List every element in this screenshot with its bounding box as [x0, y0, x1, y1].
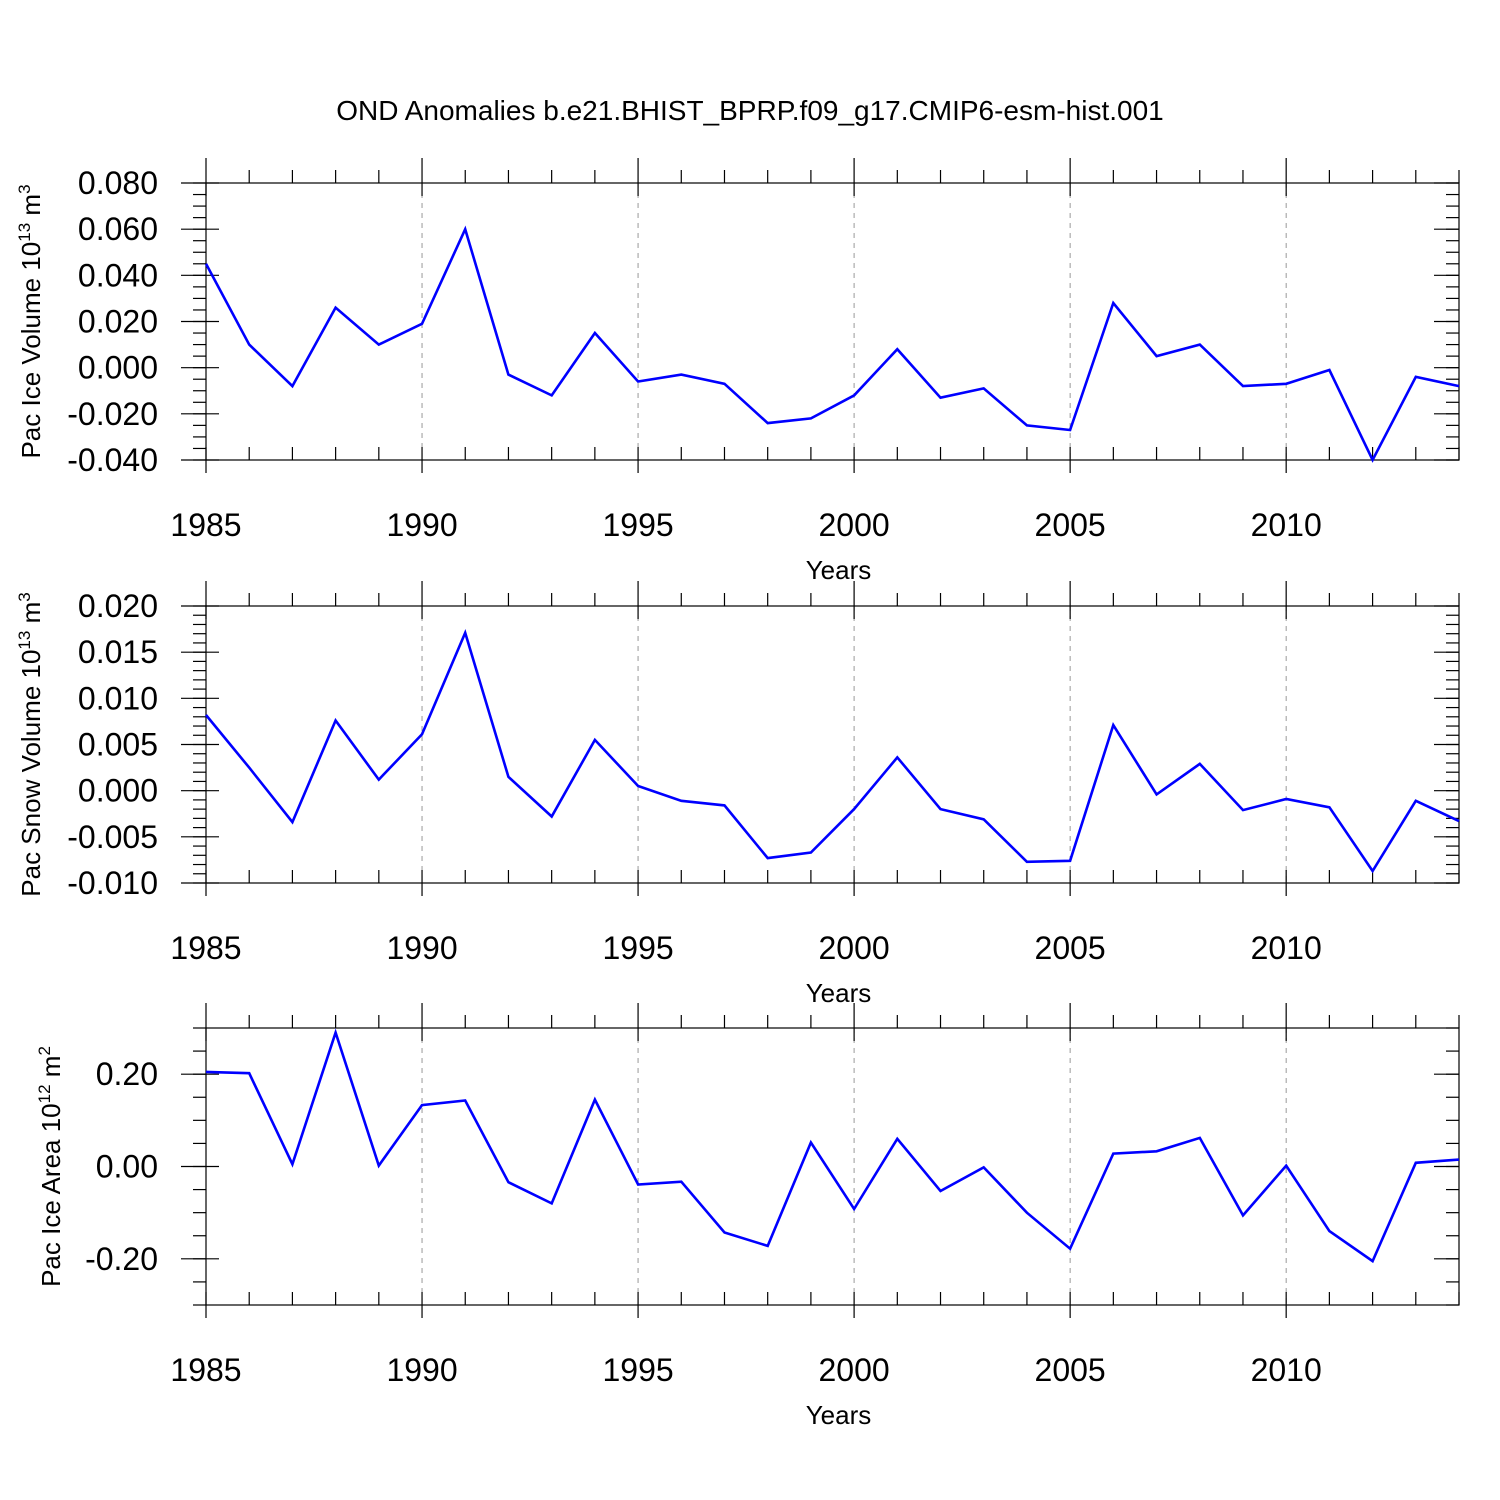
x-tick-label-1990: 1990: [386, 1352, 457, 1388]
panel-ice-area: 0.20 0.00 -0.20 1985 1990 1995 2000 2005 2010 Yea…: [35, 1003, 1460, 1430]
x-axis-label: Years: [806, 1400, 872, 1430]
y-tick-label: -0.020: [67, 396, 158, 432]
y-axis-label-text: Pac Ice Area 10: [36, 1103, 66, 1287]
y-tick-label: 0.040: [78, 257, 158, 293]
y-axis-label-unit: m: [16, 602, 46, 631]
y-axis-label-exponent: 12: [35, 1084, 54, 1103]
y-tick-label: 0.020: [78, 304, 158, 340]
x-tick-label-1995: 1995: [602, 1352, 673, 1388]
y-tick-label: 0.000: [78, 773, 158, 809]
series-line-snow-volume: [204, 628, 1460, 874]
y-axis-label-unit: m: [16, 194, 46, 223]
x-tick-label-1990: 1990: [386, 507, 457, 543]
y-tick-label: 0.000: [78, 350, 158, 386]
plot-frame: [205, 1027, 1460, 1306]
x-tick-label-1985: 1985: [170, 507, 241, 543]
y-axis-label-exponent: 13: [15, 631, 34, 650]
x-tick-label-2010: 2010: [1251, 930, 1322, 966]
x-tick-label-2000: 2000: [819, 1352, 890, 1388]
y-tick-label: 0.080: [78, 165, 158, 201]
y-tick-label: -0.005: [67, 819, 158, 855]
chart-title: OND Anomalies b.e21.BHIST_BPRP.f09_g17.C…: [336, 95, 1163, 126]
x-tick-label-2000: 2000: [819, 507, 890, 543]
x-tick-label-2005: 2005: [1035, 507, 1106, 543]
plot-frame: [205, 182, 1460, 461]
y-tick-label: 0.20: [96, 1056, 158, 1092]
x-tick-label-2005: 2005: [1035, 930, 1106, 966]
y-axis-label-exponent: 13: [15, 223, 34, 242]
y-tick-label: 0.005: [78, 727, 158, 763]
x-tick-label-1985: 1985: [170, 1352, 241, 1388]
panel-snow-volume: 0.020 0.015 0.010 0.005 0.000 -0.005 -0.010 198…: [15, 581, 1460, 1008]
y-axis-label-text: Pac Ice Volume 10: [16, 242, 46, 459]
x-tick-label-2010: 2010: [1251, 507, 1322, 543]
x-axis-label: Years: [806, 978, 872, 1008]
plot-frame: [205, 605, 1460, 884]
x-tick-label-1995: 1995: [602, 930, 673, 966]
y-tick-label: 0.060: [78, 211, 158, 247]
y-axis-label-unit-exponent: 3: [15, 592, 34, 601]
y-axis-label: Pac Snow Volume 1013 m3: [15, 592, 46, 896]
y-tick-label: 0.020: [78, 588, 158, 624]
panels: 0.080 0.060 0.040 0.020 0.000 -0.020 -0.040 198…: [15, 158, 1460, 1430]
y-axis-label-unit-exponent: 3: [15, 184, 34, 193]
x-tick-label-2005: 2005: [1035, 1352, 1106, 1388]
x-tick-label-1995: 1995: [602, 507, 673, 543]
x-tick-label-1990: 1990: [386, 930, 457, 966]
x-tick-label-2010: 2010: [1251, 1352, 1322, 1388]
y-tick-label: 0.010: [78, 680, 158, 716]
y-axis-label: Pac Ice Area 1012 m2: [35, 1046, 66, 1287]
y-tick-label: -0.010: [67, 865, 158, 901]
y-axis-label-unit-exponent: 2: [35, 1046, 54, 1055]
panel-ice-volume: 0.080 0.060 0.040 0.020 0.000 -0.020 -0.040 198…: [15, 158, 1460, 585]
x-tick-label-2000: 2000: [819, 930, 890, 966]
x-tick-label-1985: 1985: [170, 930, 241, 966]
y-tick-label: 0.00: [96, 1149, 158, 1185]
y-tick-label: -0.20: [85, 1241, 158, 1277]
x-axis-label: Years: [806, 555, 872, 585]
y-axis-label-text: Pac Snow Volume 10: [16, 650, 46, 897]
series-line-ice-area: [205, 1028, 1460, 1264]
series-line-ice-volume: [204, 225, 1460, 463]
y-tick-label: -0.040: [67, 442, 158, 478]
y-tick-label: 0.015: [78, 634, 158, 670]
y-axis-label-unit: m: [36, 1056, 66, 1085]
y-axis-label: Pac Ice Volume 1013 m3: [15, 184, 46, 458]
